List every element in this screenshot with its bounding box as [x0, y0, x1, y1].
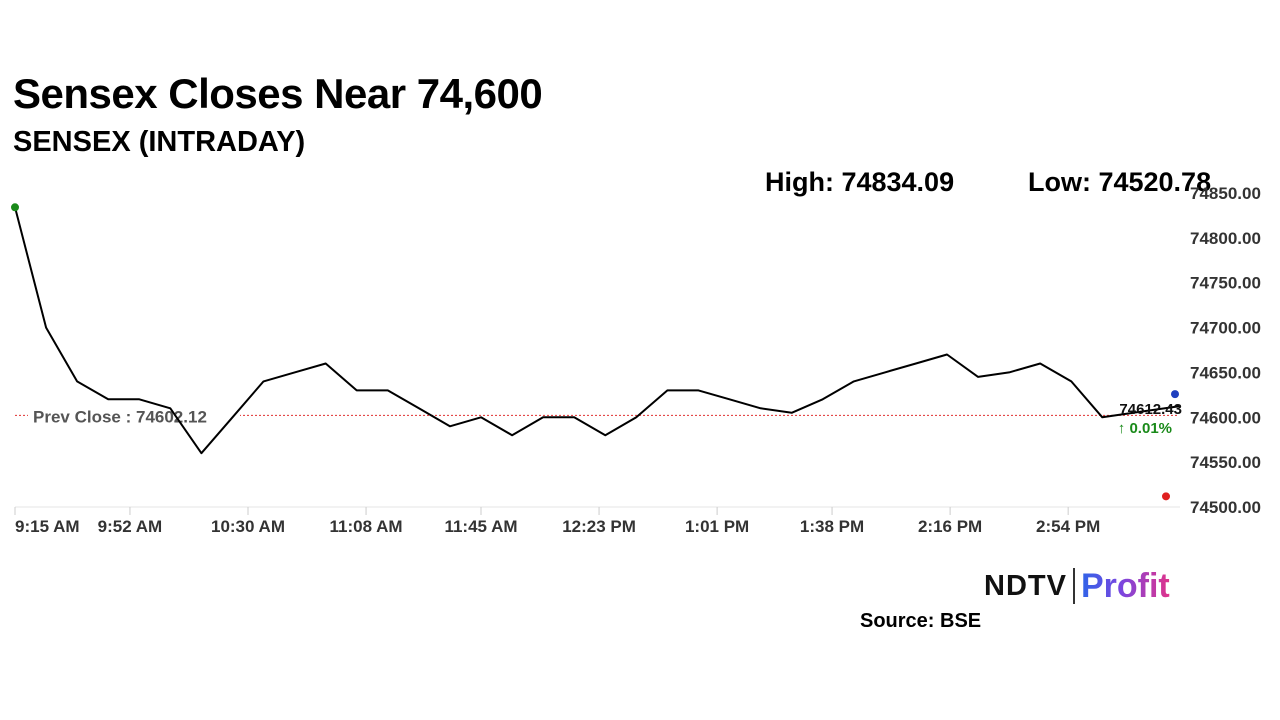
data-point [1132, 412, 1134, 414]
x-tick-label: 9:15 AM [15, 517, 80, 536]
last-price-label: 74612.43 [1119, 401, 1182, 418]
x-tick-label: 1:01 PM [685, 517, 749, 536]
data-point [200, 452, 202, 454]
data-point [231, 416, 233, 418]
x-tick-label: 1:38 PM [800, 517, 864, 536]
data-point [45, 327, 47, 329]
data-point [635, 416, 637, 418]
last-price-marker [1171, 390, 1179, 399]
data-point [697, 389, 699, 391]
data-point [511, 434, 513, 436]
data-point [542, 416, 544, 418]
data-point [294, 371, 296, 373]
y-tick-label: 74550.00 [1190, 453, 1261, 472]
x-tick-label: 11:45 AM [444, 517, 517, 536]
data-point [1008, 371, 1010, 373]
data-point [1070, 380, 1072, 382]
x-tick-label: 2:54 PM [1036, 517, 1100, 536]
y-tick-label: 74500.00 [1190, 498, 1261, 517]
data-point [480, 416, 482, 418]
x-tick-label: 2:16 PM [918, 517, 982, 536]
data-point [604, 434, 606, 436]
y-tick-label: 74700.00 [1190, 319, 1261, 338]
data-point [138, 398, 140, 400]
data-point [169, 407, 171, 409]
data-point [449, 425, 451, 427]
ndtv-profit-logo: NDTV Profit [984, 566, 1170, 606]
prev-close-label-bg [28, 403, 240, 428]
data-point [1039, 362, 1041, 364]
y-tick-label: 74850.00 [1190, 184, 1261, 203]
brand-ndtv: NDTV [984, 569, 1067, 602]
high-marker [11, 203, 19, 212]
brand-separator [1072, 568, 1075, 604]
change-percent-label: ↑ 0.01% [1118, 420, 1172, 437]
y-tick-label: 74750.00 [1190, 274, 1261, 293]
prev-close-label: Prev Close : 74602.12 [33, 407, 207, 426]
day-low-label: Low: 74520.78 [1028, 167, 1212, 197]
data-point [76, 380, 78, 382]
data-point [977, 376, 979, 378]
x-tick-label: 10:30 AM [211, 517, 285, 536]
low-marker [1162, 492, 1170, 501]
y-tick-label: 74650.00 [1190, 363, 1261, 382]
data-point [263, 380, 265, 382]
data-point [915, 362, 917, 364]
data-point [356, 389, 358, 391]
brand-profit: Profit [1080, 566, 1170, 605]
data-point [387, 389, 389, 391]
data-point [573, 416, 575, 418]
data-point [946, 353, 948, 355]
day-high-label: High: 74834.09 [765, 167, 955, 197]
chart-title: Sensex Closes Near 74,600 [13, 70, 543, 117]
data-point [760, 407, 762, 409]
x-tick-label: 12:23 PM [562, 517, 636, 536]
data-point [1179, 405, 1181, 407]
data-point [853, 380, 855, 382]
series-line [14, 207, 1181, 455]
x-tick-label: 11:08 AM [330, 517, 403, 536]
data-point [325, 362, 327, 364]
data-point [729, 398, 731, 400]
data-point [666, 389, 668, 391]
source-note: Source: BSE [860, 610, 982, 632]
data-point [791, 412, 793, 414]
data-point [884, 371, 886, 373]
data-point [1101, 416, 1103, 418]
y-tick-label: 74600.00 [1190, 408, 1261, 427]
chart-subtitle: SENSEX (INTRADAY) [13, 126, 306, 158]
data-point [822, 398, 824, 400]
x-tick-label: 9:52 AM [98, 517, 163, 536]
data-point [107, 398, 109, 400]
data-point [418, 407, 420, 409]
y-tick-label: 74800.00 [1190, 229, 1261, 248]
